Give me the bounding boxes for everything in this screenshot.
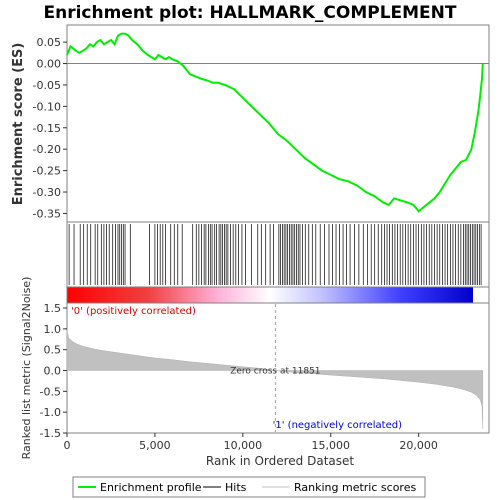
hits-panel — [66, 221, 490, 288]
es-panel: 0.05 0.00 -0.05 -0.10 -0.15 -0.20 -0.25 -0.30 -0… — [11, 24, 490, 223]
x-tick-label: 20,000 — [399, 439, 438, 452]
metric-y-tick-label: -1.5 — [40, 427, 61, 440]
es-y-ticks: 0.05 0.00 -0.05 -0.10 -0.15 -0.20 -0.25 -0.30 -0… — [33, 36, 67, 220]
ranking-metric-area — [66, 330, 484, 429]
metric-y-ticks: 1.5 1.0 0.5 0.0 -0.5 -1.0 -1.5 — [40, 302, 67, 440]
metric-y-tick-label: 0.5 — [44, 344, 62, 357]
enrichment-profile-line — [66, 32, 484, 213]
legend-hits-label: Hits — [225, 481, 247, 494]
es-y-tick-label: -0.25 — [33, 165, 61, 178]
es-y-tick-label: -0.20 — [33, 143, 61, 156]
es-y-tick-label: 0.00 — [37, 58, 62, 71]
es-y-tick-label: -0.35 — [33, 207, 61, 220]
metric-y-axis-label: Ranked list metric (Signal2Noise) — [20, 277, 33, 460]
metric-y-tick-label: -0.5 — [40, 385, 61, 398]
x-tick-label: 5,000 — [139, 439, 171, 452]
legend-metric-label: Ranking metric scores — [294, 481, 416, 494]
legend: Enrichment profile Hits Ranking metric s… — [72, 476, 426, 498]
es-panel-frame — [66, 24, 490, 223]
es-y-tick-label: -0.10 — [33, 100, 61, 113]
positive-correlation-label: '0' (positively correlated) — [71, 306, 196, 317]
zero-cross-label: Zero cross at 11851 — [230, 367, 320, 377]
metric-panel: 1.5 1.0 0.5 0.0 -0.5 -1.0 -1.5 0 5,000 10,000 15,… — [20, 277, 490, 468]
negative-correlation-label: '1' (negatively correlated) — [273, 420, 402, 431]
x-axis-label: Rank in Ordered Dataset — [206, 454, 354, 468]
metric-y-tick-label: 1.0 — [44, 323, 62, 336]
rank-color-strip — [66, 286, 490, 304]
x-tick-label: 0 — [64, 439, 71, 452]
metric-y-tick-label: 1.5 — [44, 302, 62, 315]
es-y-tick-label: -0.30 — [33, 186, 61, 199]
x-tick-label: 15,000 — [312, 439, 351, 452]
es-y-axis-label: Enrichment score (ES) — [11, 43, 26, 206]
es-y-tick-label: -0.05 — [33, 79, 61, 92]
hit-lines — [68, 224, 482, 285]
metric-y-tick-label: -1.0 — [40, 406, 61, 419]
rank-color-gradient — [67, 287, 473, 303]
es-y-tick-label: 0.05 — [37, 36, 62, 49]
metric-y-tick-label: 0.0 — [44, 365, 62, 378]
legend-enrichment-label: Enrichment profile — [100, 481, 202, 494]
legend-frame — [72, 476, 426, 498]
es-y-tick-label: -0.15 — [33, 122, 61, 135]
chart-title: Enrichment plot: HALLMARK_COMPLEMENT — [43, 3, 456, 23]
x-tick-label: 10,000 — [224, 439, 263, 452]
metric-x-ticks: 0 5,000 10,000 15,000 20,000 — [64, 433, 438, 452]
